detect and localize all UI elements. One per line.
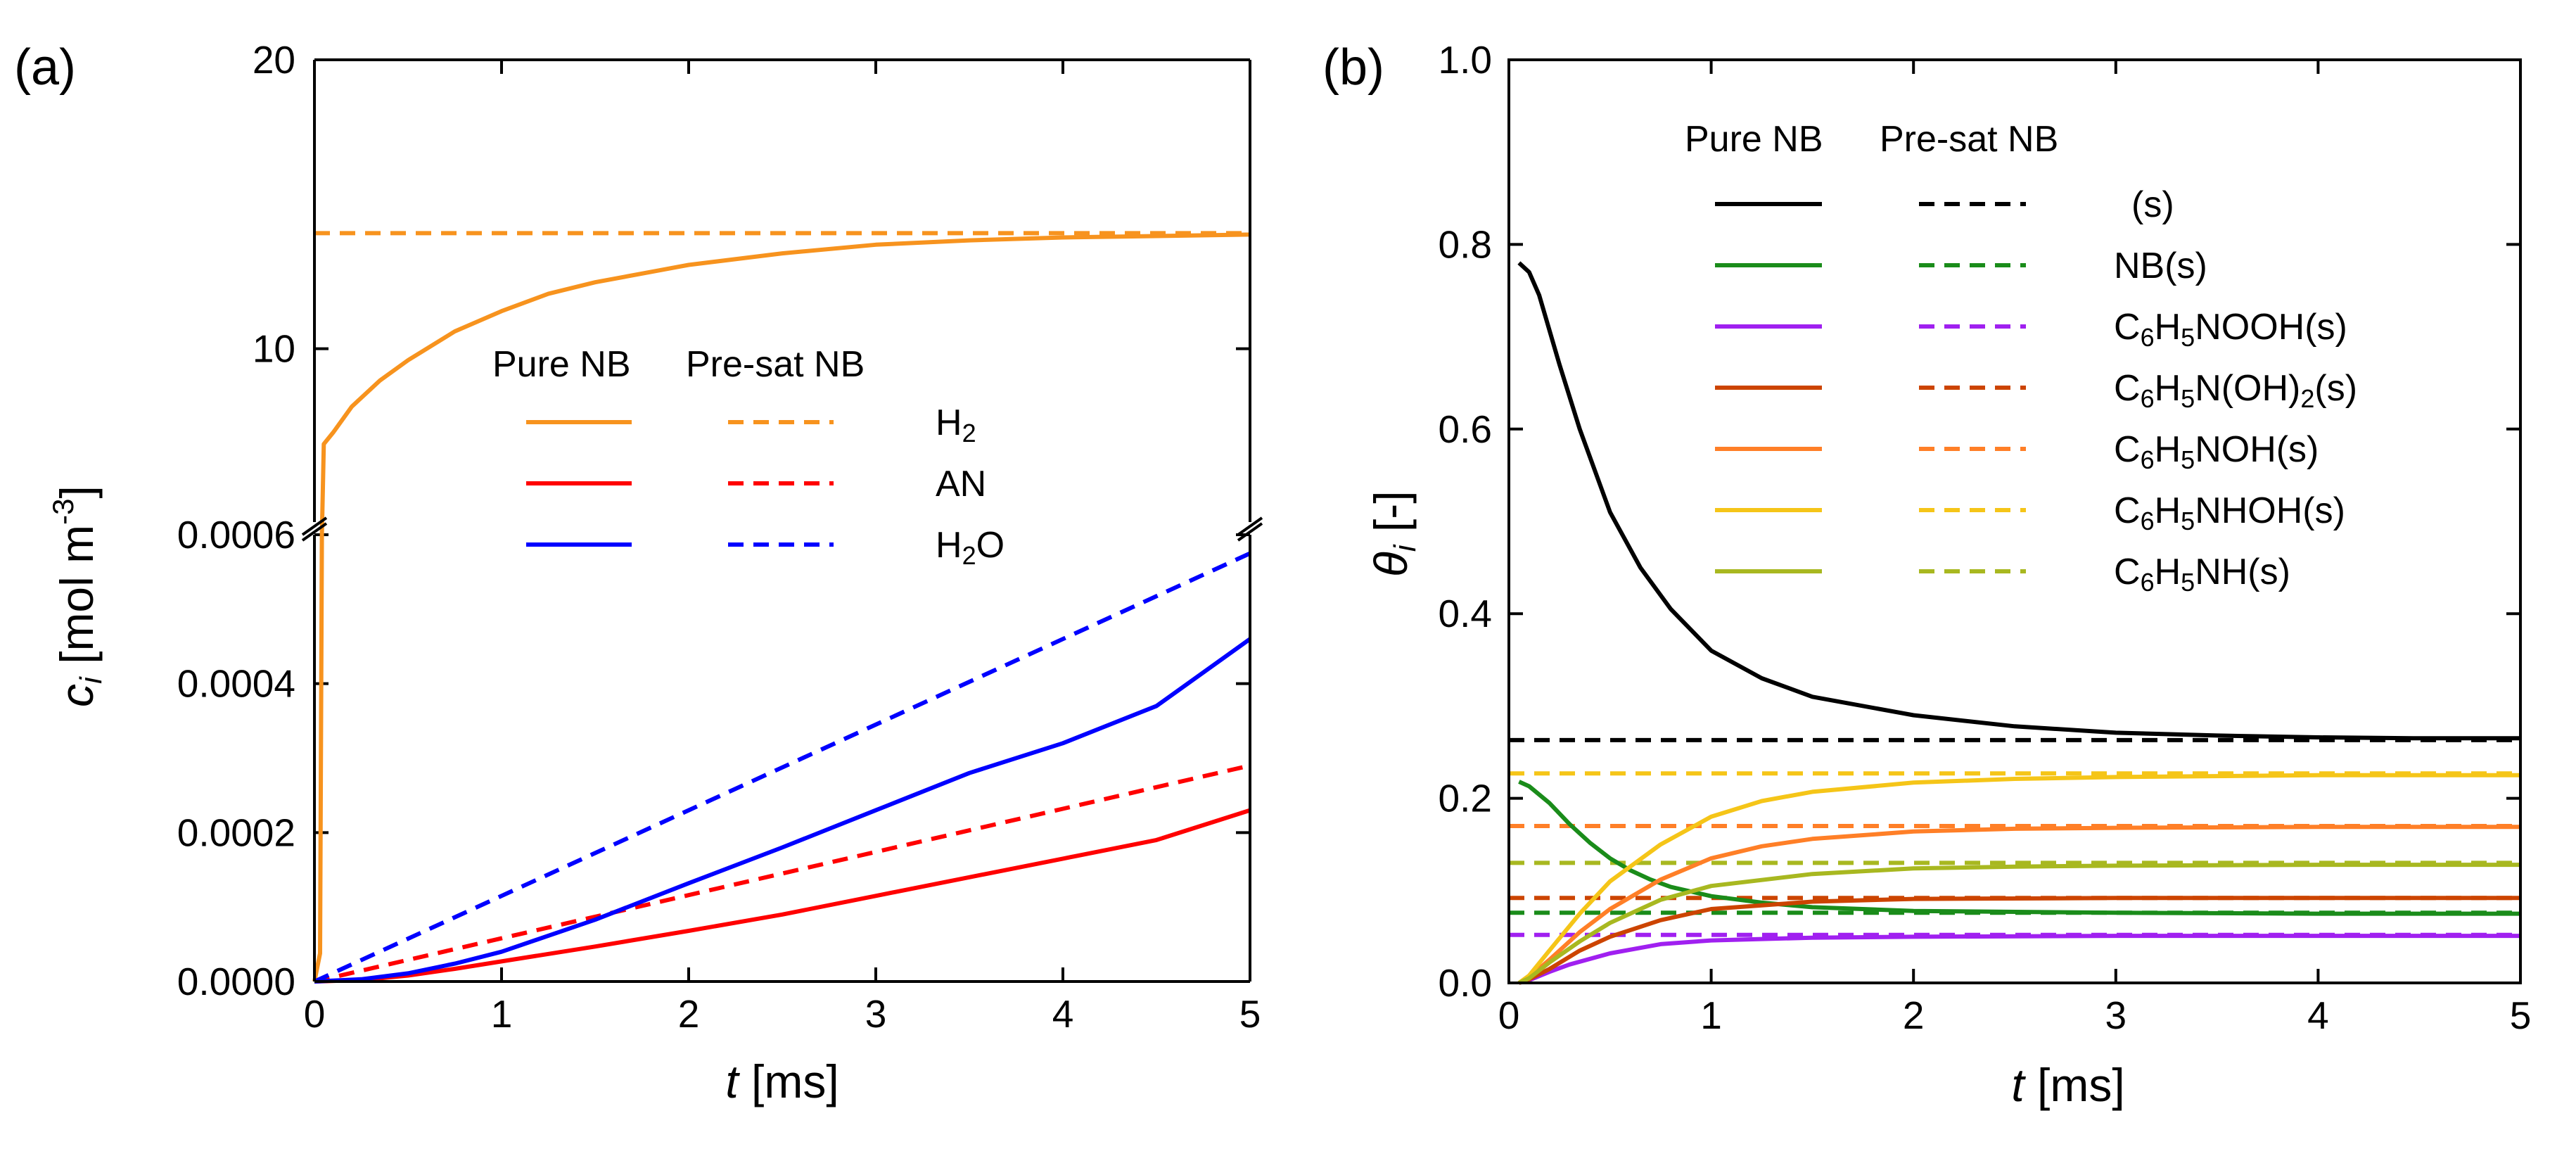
series-an-pre-sat-nb — [314, 763, 1251, 984]
panel-a-x-axis-label: t [ms] — [725, 1055, 839, 1107]
panel-b-y-tick-label: 0.2 — [1439, 777, 1492, 820]
panel-a-ticks: 0 1 2 3 4 5 0.0000 0.0002 0.0004 0.0006 10 20 — [177, 38, 1261, 1036]
panel-a-series — [312, 231, 1251, 984]
legend-label-1: NB(s) — [2114, 246, 2207, 286]
panel-b-y-tick-label: 0.0 — [1439, 961, 1492, 1005]
series-h2o-pure-nb — [314, 637, 1251, 984]
legend-label-3: C6H5N(OH)2(s) — [2114, 368, 2357, 413]
panel-a-y-axis-label: ci [mol m-3] — [46, 485, 108, 707]
panel-a-x-tick-label: 2 — [678, 992, 700, 1036]
panel-b-x-tick-label: 2 — [1903, 993, 1925, 1037]
legend-label-6: C6H5NH(s) — [2114, 552, 2290, 597]
panel-b-x-tick-label: 3 — [2105, 993, 2127, 1037]
series-s-pure-nb — [1517, 261, 2520, 741]
panel-a-x-tick-label: 5 — [1239, 992, 1261, 1036]
panel-b-legend-header-pure: Pure NB — [1685, 119, 1823, 160]
series-c6h5n-oh-2-s-pure-nb — [1518, 896, 2520, 985]
panel-a-y-tick-label: 20 — [253, 38, 295, 82]
panel-a-y-tick-label: 0.0004 — [177, 662, 295, 706]
panel-b-x-tick-label: 5 — [2510, 993, 2532, 1037]
panel-b-legend-swatches — [1715, 202, 2026, 573]
series-h2-pure-nb — [312, 232, 1251, 982]
panel-b-legend-labels: (s) NB(s) C6H5NOOH(s) C6H5N(OH)2(s) C6H5NOH(… — [2114, 184, 2357, 597]
panel-b-legend: Pure NB Pre-sat NB (s) NB(s) C6H5NOOH(s) C6… — [1685, 119, 2357, 597]
panel-a-y-tick-label: 10 — [253, 327, 295, 371]
series-h2o-pre-sat-nb — [313, 551, 1251, 984]
legend-label-4: C6H5NOH(s) — [2114, 429, 2319, 474]
panel-a-legend: Pure NB Pre-sat NB H2 AN H2O — [492, 344, 1005, 570]
panel-a-x-tick-label: 4 — [1052, 992, 1074, 1036]
panel-a-y-tick-label: 0.0000 — [177, 960, 295, 1003]
panel-a-legend-label-h2o: H2O — [936, 525, 1005, 570]
panel-a-y-tick-label: 0.0006 — [177, 513, 295, 557]
panel-a-frame — [313, 58, 1251, 983]
panel-b-y-tick-label: 1.0 — [1439, 38, 1492, 82]
panel-b-y-tick-label: 0.6 — [1439, 407, 1492, 451]
panel-b-series — [1509, 261, 2520, 985]
panel-a-legend-label-h2: H2 — [936, 402, 976, 447]
panel-b-x-tick-label: 4 — [2307, 993, 2329, 1037]
panel-a-label: (a) — [14, 39, 76, 96]
series-an-pure-nb — [314, 808, 1251, 984]
panel-a-legend-header-pure: Pure NB — [492, 344, 631, 385]
panel-b-ticks: 0 1 2 3 4 5 0.0 0.2 0.4 0.6 0.8 1.0 — [1439, 38, 2532, 1037]
panel-a-x-tick-label: 3 — [865, 992, 887, 1036]
panel-b-legend-header-presat: Pre-sat NB — [1880, 119, 2058, 160]
panel-a-x-tick-label: 0 — [304, 992, 326, 1036]
series-c6h5noh-s-pure-nb — [1517, 825, 2520, 985]
panel-b-y-tick-label: 0.8 — [1439, 222, 1492, 266]
panel-b-y-tick-label: 0.4 — [1439, 592, 1492, 635]
series-c6h5nh-s-pure-nb — [1518, 863, 2520, 985]
panel-b-frame — [1507, 58, 2522, 984]
panel-a-legend-swatches — [526, 420, 834, 547]
series-c6h5nhoh-s-pure-nb — [1517, 773, 2520, 985]
panel-b-x-axis-label: t [ms] — [2011, 1059, 2124, 1111]
legend-label-0: (s) — [2131, 184, 2174, 225]
panel-b-label: (b) — [1322, 39, 1384, 96]
panel-a-x-tick-label: 1 — [491, 992, 513, 1036]
legend-label-5: C6H5NHOH(s) — [2114, 490, 2345, 535]
panel-a-legend-label-an: AN — [936, 464, 986, 504]
panel-b-y-axis-label: θi [-] — [1365, 490, 1422, 577]
legend-label-2: C6H5NOOH(s) — [2114, 307, 2347, 352]
panel-a-axis-break-marks — [301, 516, 1263, 542]
series-nb-s-pure-nb — [1518, 780, 2520, 916]
panel-b-chart: (b) θi [-] t [ms] 0 1 2 3 4 5 0.0 0.2 0.4 0.6 0.8 1… — [1322, 38, 2531, 1111]
series-c6h5nooh-s-pure-nb — [1518, 934, 2520, 985]
panel-a-y-tick-label: 0.0002 — [177, 811, 295, 854]
panel-b-x-tick-label: 0 — [1498, 993, 1520, 1037]
panel-a-chart: (a) ci [mol m-3] t [ms] 0 1 2 3 4 5 0.0000 0.00… — [14, 38, 1263, 1107]
panel-b-x-tick-label: 1 — [1700, 993, 1722, 1037]
panel-a-legend-header-presat: Pre-sat NB — [686, 344, 865, 385]
